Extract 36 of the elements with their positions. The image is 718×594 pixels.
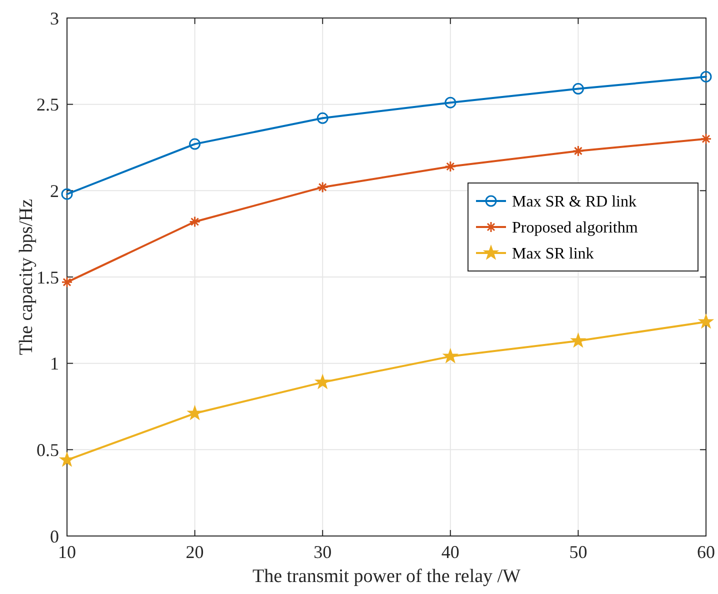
x-tick-label: 10 xyxy=(58,542,76,562)
y-tick-label: 3 xyxy=(50,8,59,28)
point xyxy=(189,216,201,228)
point xyxy=(316,112,328,124)
y-tick-label: 0 xyxy=(50,526,59,546)
point xyxy=(61,276,73,288)
point xyxy=(61,188,73,200)
y-axis-title: The capacity bps/Hz xyxy=(16,198,37,356)
legend-label: Proposed algorithm xyxy=(512,220,638,237)
x-tick-label: 30 xyxy=(314,542,332,562)
legend-label: Max SR link xyxy=(512,246,594,263)
point xyxy=(188,406,202,420)
point xyxy=(444,160,456,172)
point xyxy=(315,374,330,388)
point xyxy=(444,96,456,108)
y-tick-label: 0.5 xyxy=(36,440,59,460)
y-tick-label: 1 xyxy=(50,354,59,374)
point xyxy=(316,181,328,193)
point xyxy=(698,314,714,328)
x-tick-label: 60 xyxy=(697,542,715,562)
x-tick-label: 50 xyxy=(569,542,588,562)
legend-label: Max SR & RD link xyxy=(512,194,636,211)
point xyxy=(443,348,458,363)
y-tick-label: 1.5 xyxy=(36,267,59,288)
point xyxy=(700,70,712,82)
x-tick-label: 40 xyxy=(441,542,460,562)
point xyxy=(189,138,201,150)
y-tick-label: 2.5 xyxy=(36,94,59,115)
point xyxy=(700,133,712,145)
point xyxy=(572,83,584,95)
point xyxy=(572,145,584,157)
y-tick-label: 2 xyxy=(50,180,59,201)
point xyxy=(60,452,74,466)
x-tick-label: 20 xyxy=(186,542,204,562)
point xyxy=(571,333,586,348)
x-axis-title: The transmit power of the relay /W xyxy=(252,566,521,587)
